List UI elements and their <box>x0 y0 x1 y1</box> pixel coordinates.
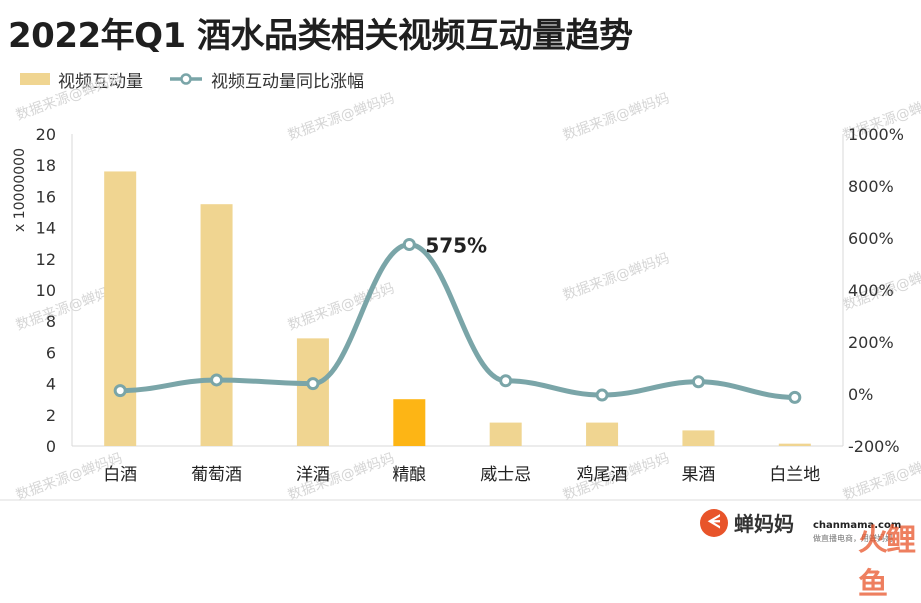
line-series <box>113 238 802 404</box>
line-point <box>595 388 609 402</box>
left-tick-label: 14 <box>36 219 56 238</box>
brand-name: 蝉妈妈 <box>734 512 794 536</box>
bar <box>682 430 715 446</box>
watermark-layer: 数据来源@蝉妈妈 数据来源@蝉妈妈 数据来源@蝉妈妈 数据来源@蝉妈妈数据来源@蝉妈妈… <box>14 70 921 503</box>
chart-title: 2022年Q1 酒水品类相关视频互动量趋势 <box>8 16 633 56</box>
x-tick-label: 鸡尾酒 <box>577 465 628 485</box>
bar <box>200 204 233 446</box>
right-tick-label: 0% <box>848 385 873 404</box>
watermark-text: 数据来源@蝉妈妈 <box>286 90 397 143</box>
left-tick-label: 12 <box>36 250 56 269</box>
legend-line-label: 视频互动量同比涨幅 <box>211 71 364 92</box>
x-tick-label: 精酿 <box>392 465 426 485</box>
corner-watermark-logo: 火鲤鱼 <box>858 523 916 602</box>
left-tick-label: 18 <box>36 156 56 175</box>
line-point <box>691 375 705 389</box>
watermark-text: 数据来源@蝉妈妈 <box>561 250 672 303</box>
left-tick-label: 8 <box>46 312 56 331</box>
left-axis-label: x 10000000 <box>12 148 28 232</box>
brand-logo-icon: ᗕ <box>700 508 728 537</box>
bar <box>586 422 619 446</box>
line-point <box>499 374 513 388</box>
right-tick-label: -200% <box>848 437 900 456</box>
line-point <box>210 373 224 387</box>
left-tick-label: 10 <box>36 281 56 300</box>
brand: ᗕ 蝉妈妈 <box>700 508 794 537</box>
line-point <box>113 384 127 398</box>
watermark-text: 数据来源@蝉妈妈 <box>286 280 397 333</box>
left-tick-label: 20 <box>36 125 56 144</box>
right-tick-label: 1000% <box>848 125 904 144</box>
labels: 575% <box>425 234 487 258</box>
legend-bar-swatch <box>20 73 50 85</box>
left-tick-label: 2 <box>46 406 56 425</box>
bar <box>489 422 522 446</box>
x-tick-label: 洋酒 <box>296 465 330 485</box>
x-tick-label: 白兰地 <box>769 465 820 485</box>
watermark-text: 数据来源@蝉妈妈 <box>561 90 672 143</box>
left-tick-label: 0 <box>46 437 56 456</box>
chart-area: 数据来源@蝉妈妈 数据来源@蝉妈妈 数据来源@蝉妈妈 数据来源@蝉妈妈数据来源@蝉妈妈… <box>0 70 921 504</box>
watermark-text: 数据来源@蝉妈妈 <box>841 450 921 503</box>
bar <box>296 338 329 446</box>
legend: 视频互动量 视频互动量同比涨幅 <box>20 66 390 92</box>
right-tick-label: 400% <box>848 281 894 300</box>
right-tick-label: 600% <box>848 229 894 248</box>
right-tick-label: 200% <box>848 333 894 352</box>
legend-line-swatch <box>170 73 202 85</box>
x-tick-label: 果酒 <box>681 465 715 485</box>
bars <box>104 171 811 446</box>
data-label: 575% <box>425 234 487 258</box>
left-tick-label: 6 <box>46 343 56 362</box>
left-tick-label: 16 <box>36 187 56 206</box>
x-tick-label: 白酒 <box>103 465 137 485</box>
legend-bar-label: 视频互动量 <box>58 71 143 92</box>
x-tick-label: 威士忌 <box>480 465 531 485</box>
bar <box>104 171 137 446</box>
legend-item-bar[interactable]: 视频互动量 <box>20 67 143 92</box>
left-tick-label: 4 <box>46 375 56 394</box>
right-tick-label: 800% <box>848 177 894 196</box>
axes: 0 2 4 6 8 10 12 14 16 18 20 x 10000000 -200% 0% 200% 40… <box>0 125 921 501</box>
line-point <box>306 377 320 391</box>
line-point <box>402 238 416 251</box>
bar <box>778 443 811 446</box>
watermark-text: 数据来源@蝉妈妈 <box>14 70 125 123</box>
brand-slogan: 做直播电商，用蝉妈妈 <box>813 534 893 543</box>
line-point <box>788 390 802 404</box>
line-path <box>117 242 798 400</box>
legend-item-line[interactable]: 视频互动量同比涨幅 <box>169 67 364 92</box>
brand-domain: chanmama.com <box>813 520 902 531</box>
bar <box>393 399 426 446</box>
x-tick-label: 葡萄酒 <box>191 465 242 485</box>
